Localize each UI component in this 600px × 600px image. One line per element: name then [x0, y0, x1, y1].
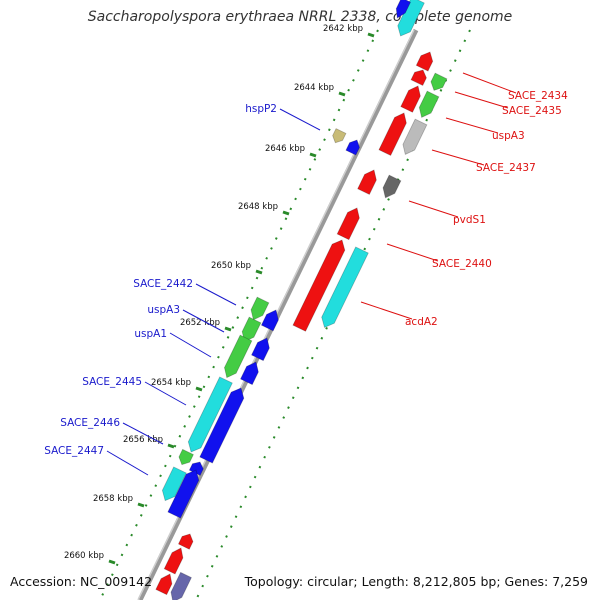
tick-mark — [255, 269, 263, 275]
gene-block[interactable] — [155, 573, 173, 596]
gene-block[interactable] — [167, 469, 200, 519]
ruler-left — [99, 29, 379, 600]
gene-block[interactable] — [187, 376, 233, 453]
gene-block[interactable] — [161, 466, 187, 502]
gene-label-left[interactable]: SACE_2445 — [82, 376, 142, 388]
tick-mark — [367, 32, 375, 38]
callout-line — [431, 149, 485, 166]
gene-label-right[interactable]: pvdS1 — [453, 214, 486, 226]
gene-block[interactable] — [382, 174, 402, 199]
gene-block[interactable] — [410, 69, 427, 86]
gene-block[interactable] — [395, 0, 412, 19]
gene-block[interactable] — [332, 128, 347, 144]
gene-block[interactable] — [241, 316, 262, 343]
callout-line — [279, 108, 321, 131]
gene-label-left[interactable]: SACE_2447 — [44, 445, 104, 457]
tick-mark — [282, 210, 290, 216]
gene-block[interactable] — [250, 296, 270, 321]
gene-block[interactable] — [357, 169, 377, 195]
gene-block[interactable] — [345, 139, 360, 156]
gene-block[interactable] — [378, 112, 407, 156]
tick-mark — [224, 326, 232, 332]
tick-label: 2644 kbp — [294, 83, 334, 93]
tick-label: 2646 kbp — [265, 144, 305, 154]
callout-line — [106, 450, 149, 476]
gene-label-right[interactable]: uspA3 — [492, 130, 525, 142]
gene-label-left[interactable]: uspA3 — [147, 304, 180, 316]
gene-label-left[interactable]: uspA1 — [134, 328, 167, 340]
gene-label-right[interactable]: acdA2 — [405, 316, 438, 328]
callout-line — [144, 381, 187, 406]
gene-block[interactable] — [251, 337, 270, 362]
tick-mark — [137, 502, 145, 508]
accession-text: Accession: NC_009142 — [10, 574, 153, 589]
callout-line — [445, 117, 499, 134]
tick-label: 2660 kbp — [64, 551, 104, 561]
callout-line — [386, 243, 439, 262]
gene-label-left[interactable]: SACE_2446 — [60, 417, 120, 429]
gene-block[interactable] — [321, 246, 369, 328]
gene-block[interactable] — [402, 118, 428, 155]
gene-block[interactable] — [400, 85, 421, 113]
callout-line — [122, 422, 164, 445]
callout-line — [462, 72, 517, 94]
tick-mark — [167, 443, 175, 449]
tick-label: 2656 kbp — [123, 435, 163, 445]
tick-label: 2654 kbp — [151, 378, 191, 388]
gene-block[interactable] — [415, 51, 434, 72]
gene-block[interactable] — [397, 0, 425, 37]
tick-mark — [108, 559, 116, 565]
tick-mark — [309, 152, 317, 158]
gene-label-right[interactable]: SACE_2434 — [508, 90, 568, 102]
gene-label-right[interactable]: SACE_2440 — [432, 258, 492, 270]
gene-block[interactable] — [260, 309, 279, 332]
gene-block[interactable] — [224, 334, 253, 379]
callout-line — [454, 91, 509, 109]
gene-block[interactable] — [336, 207, 360, 241]
callout-line — [195, 283, 237, 306]
gene-block[interactable] — [178, 448, 194, 466]
tick-label: 2650 kbp — [211, 261, 251, 271]
gene-label-right[interactable]: SACE_2437 — [476, 162, 536, 174]
tick-mark — [195, 386, 203, 392]
callout-line — [408, 200, 459, 218]
gene-block[interactable] — [418, 90, 440, 118]
gene-block[interactable] — [163, 547, 184, 575]
tick-label: 2658 kbp — [93, 494, 133, 504]
gene-block[interactable] — [430, 72, 448, 91]
callout-line — [360, 301, 413, 320]
gene-label-left[interactable]: hspP2 — [245, 103, 277, 115]
gene-label-right[interactable]: SACE_2435 — [502, 105, 562, 117]
gene-label-left[interactable]: SACE_2442 — [133, 278, 193, 290]
gene-block[interactable] — [199, 387, 245, 464]
gene-block[interactable] — [170, 571, 192, 600]
callout-line — [169, 332, 212, 358]
gene-block[interactable] — [240, 361, 259, 386]
genome-summary: Topology: circular; Length: 8,212,805 bp… — [244, 574, 588, 589]
gene-block[interactable] — [177, 533, 194, 550]
gene-block[interactable] — [292, 239, 346, 332]
tick-label: 2648 kbp — [238, 202, 278, 212]
tick-label: 2652 kbp — [180, 318, 220, 328]
callout-line — [182, 309, 225, 333]
tick-label: 2642 kbp — [323, 24, 363, 34]
tick-mark — [338, 91, 346, 97]
